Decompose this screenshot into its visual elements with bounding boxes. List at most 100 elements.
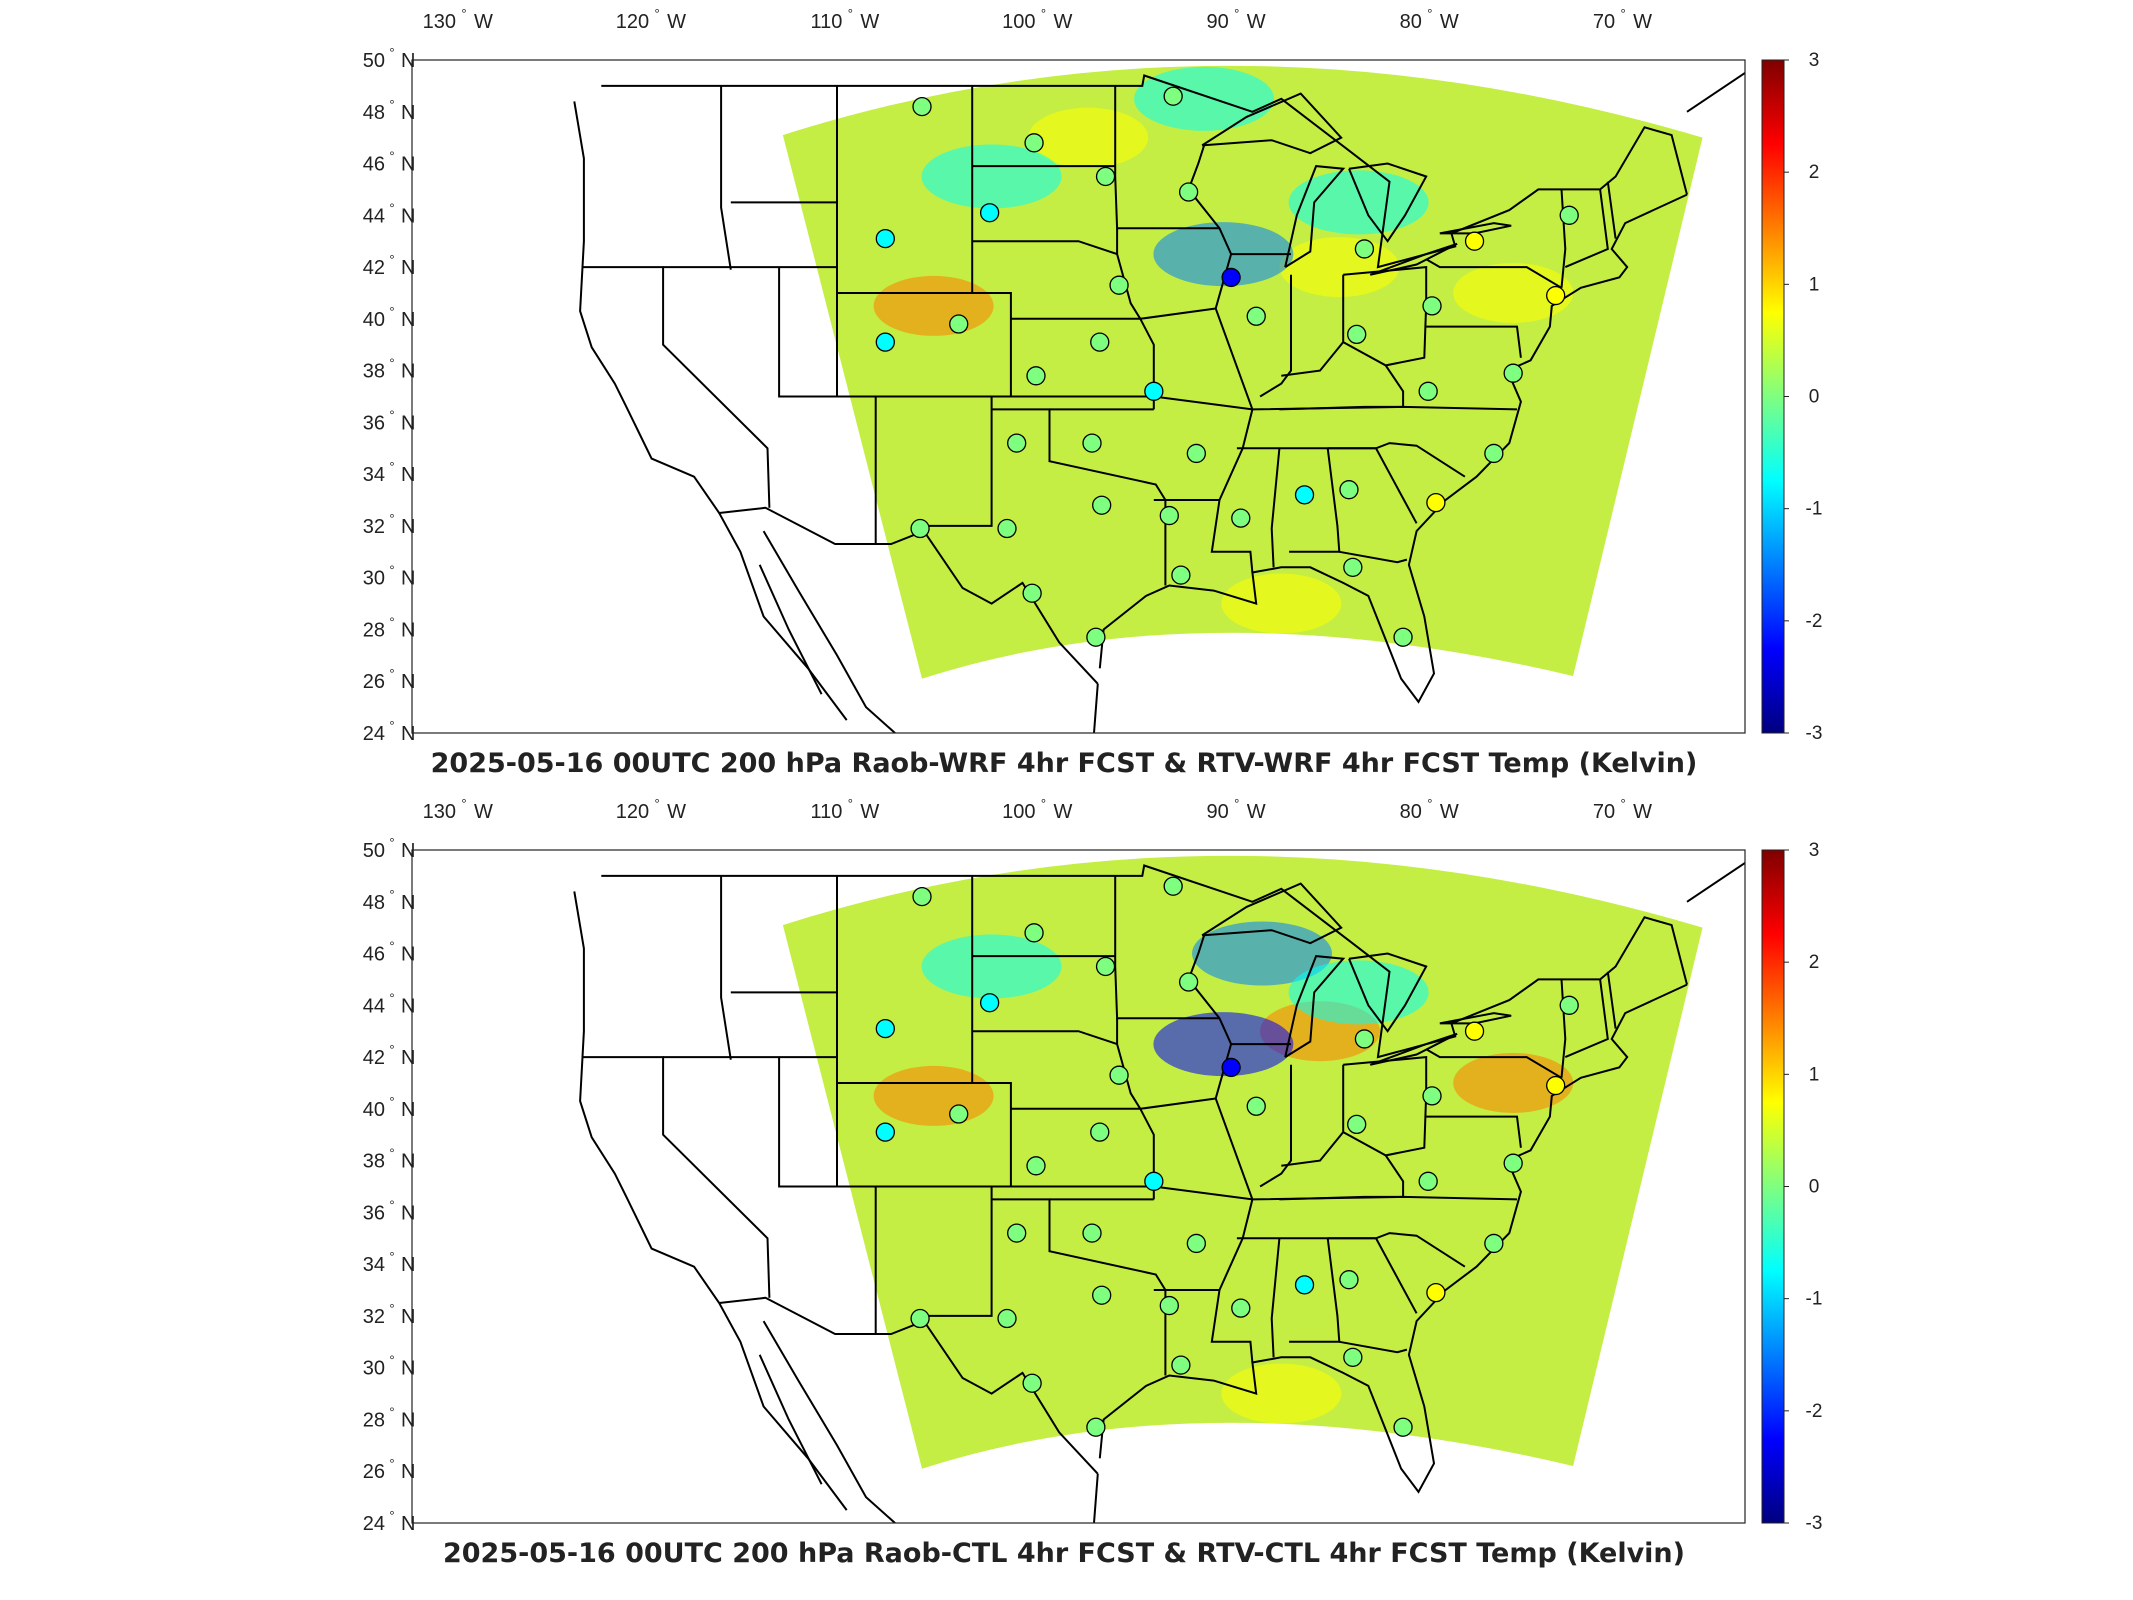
lon-tick-label: 110 bbox=[810, 11, 842, 33]
raob-station-marker bbox=[1484, 1233, 1504, 1254]
raob-station-marker bbox=[1082, 1223, 1102, 1243]
lon-tick-label: 80 bbox=[1400, 801, 1422, 823]
great-lake bbox=[1369, 1032, 1458, 1066]
colorbar-tick-label: 2 bbox=[1809, 952, 1820, 973]
lat-tick-label: 42 bbox=[363, 257, 385, 279]
raob-station-marker bbox=[1022, 1373, 1042, 1393]
degree-symbol: ° bbox=[389, 97, 394, 112]
warm-anomaly bbox=[1221, 1363, 1342, 1424]
degree-symbol: ° bbox=[389, 407, 394, 422]
state-border bbox=[1281, 274, 1345, 377]
raob-station-marker bbox=[875, 228, 895, 249]
state-border bbox=[1279, 1154, 1405, 1201]
lon-tick-dir: W bbox=[860, 11, 879, 33]
degree-symbol: ° bbox=[389, 1301, 394, 1316]
lat-tick-label: 30 bbox=[363, 568, 385, 590]
lat-tick-label: 40 bbox=[363, 1099, 385, 1121]
lat-tick-dir: N bbox=[401, 619, 415, 641]
state-border bbox=[1289, 448, 1341, 553]
forecast-domain bbox=[782, 65, 1703, 679]
raob-station-marker bbox=[1007, 1223, 1027, 1243]
raob-station-marker bbox=[1294, 485, 1315, 505]
lat-tick-label: 30 bbox=[363, 1358, 385, 1380]
raob-station-marker bbox=[1082, 433, 1102, 453]
raob-station-marker bbox=[1221, 267, 1241, 288]
lon-tick-label: 120 bbox=[616, 11, 649, 33]
baja-coastline bbox=[762, 530, 896, 733]
lat-tick-label: 32 bbox=[363, 516, 385, 538]
lat-tick-dir: N bbox=[401, 944, 415, 966]
degree-symbol: ° bbox=[389, 1146, 394, 1161]
lat-tick-label: 42 bbox=[363, 1047, 385, 1069]
raob-station-marker bbox=[1418, 381, 1438, 401]
raob-station-marker bbox=[1422, 1086, 1442, 1106]
lat-tick-label: 28 bbox=[363, 619, 385, 641]
lon-tick-label: 80 bbox=[1400, 11, 1422, 33]
raob-station-marker bbox=[1246, 1096, 1266, 1116]
plot-frame bbox=[411, 849, 1746, 1524]
state-border bbox=[1259, 274, 1292, 398]
state-border bbox=[1259, 1064, 1292, 1188]
raob-station-marker bbox=[1022, 583, 1042, 603]
state-border bbox=[971, 875, 1012, 1187]
state-border bbox=[1339, 1340, 1408, 1354]
raob-station-marker bbox=[1090, 332, 1110, 352]
raob-station-marker bbox=[1464, 1021, 1485, 1041]
state-border bbox=[971, 85, 1012, 397]
colorbar-tick-label: 1 bbox=[1809, 1064, 1820, 1085]
degree-symbol: ° bbox=[389, 563, 394, 578]
lat-tick-label: 36 bbox=[363, 1202, 385, 1224]
degree-symbol: ° bbox=[389, 1456, 394, 1471]
raob-station-marker bbox=[1503, 1153, 1523, 1173]
warm-anomaly bbox=[1028, 107, 1149, 168]
warm-anomaly bbox=[1221, 573, 1342, 634]
lon-tick-dir: W bbox=[1633, 801, 1652, 823]
map-title: 2025-05-16 00UTC 200 hPa Raob-CTL 4hr FC… bbox=[443, 1538, 1685, 1569]
state-border bbox=[1426, 1115, 1522, 1148]
degree-symbol: ° bbox=[389, 1404, 394, 1419]
degree-symbol: ° bbox=[655, 796, 660, 811]
great-lake bbox=[1439, 1012, 1512, 1025]
lon-tick-dir: W bbox=[474, 801, 493, 823]
lat-tick-label: 48 bbox=[363, 892, 385, 914]
lat-tick-dir: N bbox=[401, 50, 415, 72]
raob-stations bbox=[875, 876, 1579, 1437]
raob-station-marker bbox=[1092, 1285, 1112, 1305]
state-border bbox=[1270, 1238, 1281, 1358]
raob-station-marker bbox=[1343, 1347, 1363, 1367]
lon-tick-dir: W bbox=[667, 11, 686, 33]
raob-station-marker bbox=[1086, 627, 1106, 647]
raob-station-marker bbox=[1159, 1295, 1179, 1316]
lon-tick-dir: W bbox=[1054, 11, 1073, 33]
lat-tick-label: 46 bbox=[363, 154, 385, 176]
cold-anomaly bbox=[1288, 960, 1429, 1025]
lat-tick-dir: N bbox=[401, 1409, 415, 1431]
raob-station-marker bbox=[979, 993, 1000, 1013]
raob-station-marker bbox=[910, 1308, 930, 1329]
degree-symbol: ° bbox=[1234, 6, 1239, 21]
lat-tick-dir: N bbox=[401, 840, 415, 862]
degree-symbol: ° bbox=[389, 990, 394, 1005]
raob-station-marker bbox=[1163, 86, 1183, 106]
lat-tick-label: 24 bbox=[363, 1513, 385, 1535]
raob-station-marker bbox=[1503, 363, 1523, 383]
state-border bbox=[875, 1185, 1518, 1201]
raob-station-marker bbox=[979, 203, 1000, 223]
raob-station-marker bbox=[1246, 306, 1266, 326]
raob-station-marker bbox=[1426, 1282, 1446, 1303]
lat-tick-dir: N bbox=[401, 723, 415, 745]
raob-station-marker bbox=[1347, 324, 1367, 345]
degree-symbol: ° bbox=[389, 939, 394, 954]
lon-tick-dir: W bbox=[667, 801, 686, 823]
raob-station-marker bbox=[1221, 1057, 1241, 1078]
degree-symbol: ° bbox=[461, 796, 466, 811]
state-border bbox=[1425, 1048, 1563, 1079]
raob-station-marker bbox=[1007, 433, 1027, 453]
cold-anomaly bbox=[1153, 222, 1294, 287]
lon-tick-dir: W bbox=[1633, 11, 1652, 33]
degree-symbol: ° bbox=[389, 45, 394, 60]
raob-station-marker bbox=[1354, 1029, 1375, 1049]
degree-symbol: ° bbox=[389, 835, 394, 850]
raob-station-marker bbox=[1186, 1233, 1206, 1254]
raob-station-marker bbox=[1090, 1122, 1110, 1142]
